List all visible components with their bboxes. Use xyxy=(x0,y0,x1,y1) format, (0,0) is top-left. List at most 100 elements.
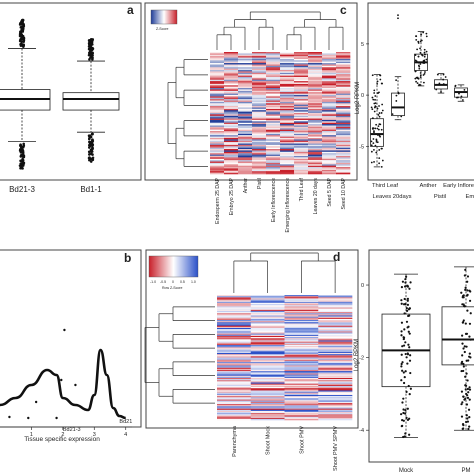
panel-c-cell-9-8 xyxy=(322,64,337,67)
panel-c-cell-56-8 xyxy=(322,129,337,132)
panel-c-box-point-2-52 xyxy=(415,38,418,41)
panel-d-cell-9-2 xyxy=(284,305,319,307)
panel-d-box-point-1-28 xyxy=(466,420,470,423)
panel-c-cell-78-8 xyxy=(322,160,337,162)
panel-d-box-point-0-70 xyxy=(402,419,405,422)
panel-c-cell-15-6 xyxy=(294,72,309,75)
panel-c-cell-27-6 xyxy=(294,89,309,92)
panel-c-cell-84-3 xyxy=(252,168,267,171)
panel-c-cell-36-9 xyxy=(336,101,351,104)
panel-c-box-point-2-18 xyxy=(423,72,426,75)
panel-c-cell-58-7 xyxy=(308,132,323,135)
panel-d-cell-48-1 xyxy=(250,349,285,351)
panel-d-cell-97-1 xyxy=(250,405,285,407)
panel-c-cell-13-1 xyxy=(224,70,239,72)
panel-d-cell-87-2 xyxy=(284,393,319,396)
panel-d-cell-79-1 xyxy=(250,384,285,387)
panel-c-cell-83-8 xyxy=(322,167,337,169)
panel-d-cell-2-0 xyxy=(217,297,252,299)
panel-c-cell-57-8 xyxy=(322,131,337,133)
panel-c-cell-47-1 xyxy=(224,117,239,119)
panel-d-cell-3-1 xyxy=(250,298,285,300)
panel-d-cell-59-1 xyxy=(250,362,285,364)
panel-c-cell-60-2 xyxy=(238,135,253,137)
panel-d-box-point-0-16 xyxy=(400,334,403,337)
panel-d-box-point-1-8 xyxy=(462,362,465,366)
panel-c-cell-11-8 xyxy=(322,67,337,69)
panel-c-cell-72-8 xyxy=(322,151,337,154)
panel-c-cell-35-4 xyxy=(266,100,281,103)
panel-d-cell-89-3 xyxy=(318,396,353,398)
panel-c-cell-36-6 xyxy=(294,101,309,104)
panel-d-cell-71-2 xyxy=(284,375,319,378)
panel-a-outlier-low-1-42 xyxy=(91,132,94,136)
panel-c-cell-30-3 xyxy=(252,93,267,96)
panel-c-cell-19-2 xyxy=(238,78,253,81)
panel-c-cell-37-1 xyxy=(224,103,239,105)
panel-d-cell-21-2 xyxy=(284,318,319,321)
panel-d-cell-84-0 xyxy=(217,390,252,392)
panel-c-cell-36-2 xyxy=(238,101,253,104)
panel-a-outlier-low-1-36 xyxy=(88,156,91,159)
panel-c-cell-34-7 xyxy=(308,99,323,101)
panel-c-cell-62-9 xyxy=(336,137,351,140)
panel-d-cell-18-1 xyxy=(250,315,285,317)
panel-c-cell-26-5 xyxy=(280,88,295,90)
panel-c-cell-5-7 xyxy=(308,58,323,61)
panel-c-cell-59-3 xyxy=(252,133,267,136)
panel-d-cell-45-0 xyxy=(217,346,252,348)
panel-c-cell-48-4 xyxy=(266,118,281,121)
panel-d-box-point-1-57 xyxy=(461,321,464,324)
panel-d-cell-89-1 xyxy=(250,396,285,398)
panel-c-cell-62-3 xyxy=(252,137,267,140)
panel-c-cell-65-5 xyxy=(280,142,295,144)
panel-c-cell-27-3 xyxy=(252,89,267,92)
panel-c-box-point-3-7 xyxy=(436,73,439,76)
panel-c-cell-35-0 xyxy=(210,100,225,103)
panel-c-cell-59-2 xyxy=(238,133,253,136)
panel-d-cell-92-0 xyxy=(217,399,252,401)
panel-c-cell-2-2 xyxy=(238,54,253,57)
panel-d-cell-54-1 xyxy=(250,356,285,358)
panel-d-cell-96-0 xyxy=(217,404,252,406)
panel-c-box-point-0-14 xyxy=(370,150,373,153)
panel-c-cell-69-8 xyxy=(322,147,337,150)
panel-d-cell-106-0 xyxy=(217,415,252,417)
panel-c-cell-10-1 xyxy=(224,65,239,68)
panel-c-cell-23-5 xyxy=(280,83,295,86)
panel-d-cell-40-2 xyxy=(284,340,319,342)
panel-d-box-ytick-label-0: 0 xyxy=(361,283,364,289)
panel-c-cell-84-5 xyxy=(280,168,295,171)
panel-c-cell-68-7 xyxy=(308,146,323,148)
panel-c-cell-83-0 xyxy=(210,167,225,169)
panel-c-box-point-2-54 xyxy=(417,77,420,80)
panel-d-box-point-1-79 xyxy=(469,290,472,293)
panel-d-cell-64-3 xyxy=(318,367,353,370)
panel-c-cell-28-7 xyxy=(308,90,323,93)
panel-d-cell-5-0 xyxy=(217,300,252,303)
panel-c-cell-58-2 xyxy=(238,132,253,135)
panel-c-cell-19-5 xyxy=(280,78,295,81)
panel-d-cell-24-3 xyxy=(318,322,353,324)
panel-c-cell-80-6 xyxy=(294,162,309,165)
panel-c-cell-39-1 xyxy=(224,106,239,108)
panel-d-cell-20-1 xyxy=(250,317,285,320)
panel-d-cell-90-2 xyxy=(284,397,319,399)
panel-c-cell-63-6 xyxy=(294,139,309,142)
panel-d-cell-92-1 xyxy=(250,399,285,401)
panel-c-cell-42-9 xyxy=(336,110,351,112)
panel-d-cell-86-3 xyxy=(318,392,353,395)
panel-c-box-point-2-16 xyxy=(417,55,420,58)
panel-c-cell-44-4 xyxy=(266,113,281,115)
panel-c-cell-79-0 xyxy=(210,161,225,164)
panel-a-xtick-2: Bd1-1 xyxy=(80,185,102,194)
panel-c-cell-79-6 xyxy=(294,161,309,164)
panel-c-cell-14-3 xyxy=(252,71,267,74)
panel-c-cell-52-4 xyxy=(266,124,281,126)
panel-c-cell-12-5 xyxy=(280,68,295,71)
panel-d-cell-103-0 xyxy=(217,412,252,414)
panel-d-box-point-0-37 xyxy=(404,409,407,412)
panel-c-cell-82-4 xyxy=(266,165,281,168)
panel-c-box-point-0-36 xyxy=(370,144,373,147)
panel-c-cell-53-3 xyxy=(252,125,267,128)
